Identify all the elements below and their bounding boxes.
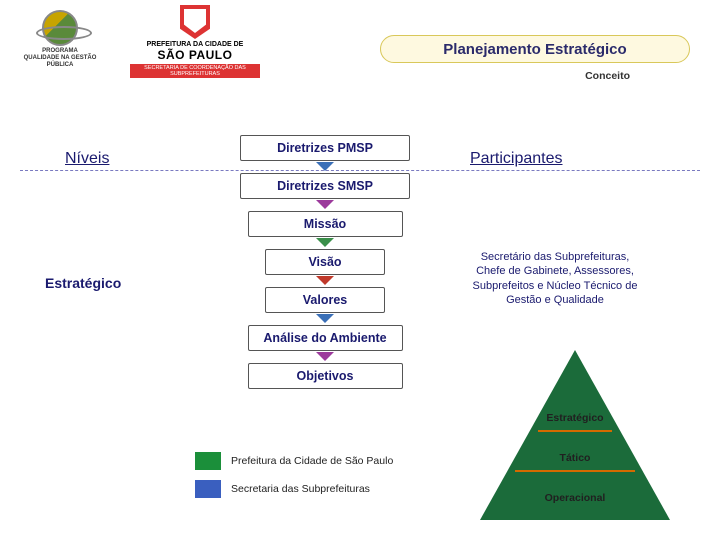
pyramid-level-label: Estratégico [500,412,650,424]
pyramid: Estratégico Tático Operacional [480,350,670,520]
flow-arrow-icon [316,238,334,247]
logo-center-line1: PREFEITURA DA CIDADE DE [130,41,260,48]
logo-left-text: PROGRAMA QUALIDADE NA GESTÃO PÚBLICA [24,48,97,70]
flow-arrow-icon [316,162,334,171]
logo-prefeitura: PREFEITURA DA CIDADE DE SÃO PAULO SECRET… [130,5,260,80]
logo-center-line3: SECRETARIA DE COORDENAÇÃO DAS SUBPREFEIT… [130,64,260,78]
pyramid-divider [538,430,612,432]
flow-box: Missão [248,211,403,237]
flow-box: Objetivos [248,363,403,389]
logo-quality-program: PROGRAMA QUALIDADE NA GESTÃO PÚBLICA [10,10,110,80]
level-label-estrategico: Estratégico [45,275,121,291]
legend-label: Secretaria das Subprefeituras [231,483,370,495]
logo-center-line2: SÃO PAULO [130,48,260,62]
logo-left-line3: PÚBLICA [24,62,97,69]
legend-swatch [195,452,221,470]
flow-arrow-icon [316,352,334,361]
flow-diagram: Diretrizes PMSP Diretrizes SMSP Missão Visã… [225,135,425,389]
header: PROGRAMA QUALIDADE NA GESTÃO PÚBLICA PRE… [0,0,720,100]
flow-box: Valores [265,287,385,313]
page-title: Planejamento Estratégico [443,41,626,58]
page-subtitle: Conceito [585,70,630,82]
flow-box: Visão [265,249,385,275]
legend-swatch [195,480,221,498]
legend: Prefeitura da Cidade de São Paulo Secreta… [195,452,393,508]
flow-arrow-icon [316,200,334,209]
coat-of-arms-icon [180,5,210,39]
flow-arrow-icon [316,314,334,323]
flow-box: Diretrizes SMSP [240,173,410,199]
flow-box: Diretrizes PMSP [240,135,410,161]
pyramid-level-label: Tático [500,452,650,464]
pyramid-divider [515,470,635,472]
pyramid-level-label: Operacional [500,492,650,504]
participants-description: Secretário das Subprefeituras, Chefe de … [465,250,645,307]
legend-label: Prefeitura da Cidade de São Paulo [231,455,393,467]
column-niveis-heading: Níveis [65,150,109,168]
legend-item: Secretaria das Subprefeituras [195,480,393,498]
page-title-pill: Planejamento Estratégico [380,35,690,63]
flow-box: Análise do Ambiente [248,325,403,351]
globe-icon [42,10,78,46]
legend-item: Prefeitura da Cidade de São Paulo [195,452,393,470]
column-participantes-heading: Participantes [470,150,563,168]
flow-arrow-icon [316,276,334,285]
